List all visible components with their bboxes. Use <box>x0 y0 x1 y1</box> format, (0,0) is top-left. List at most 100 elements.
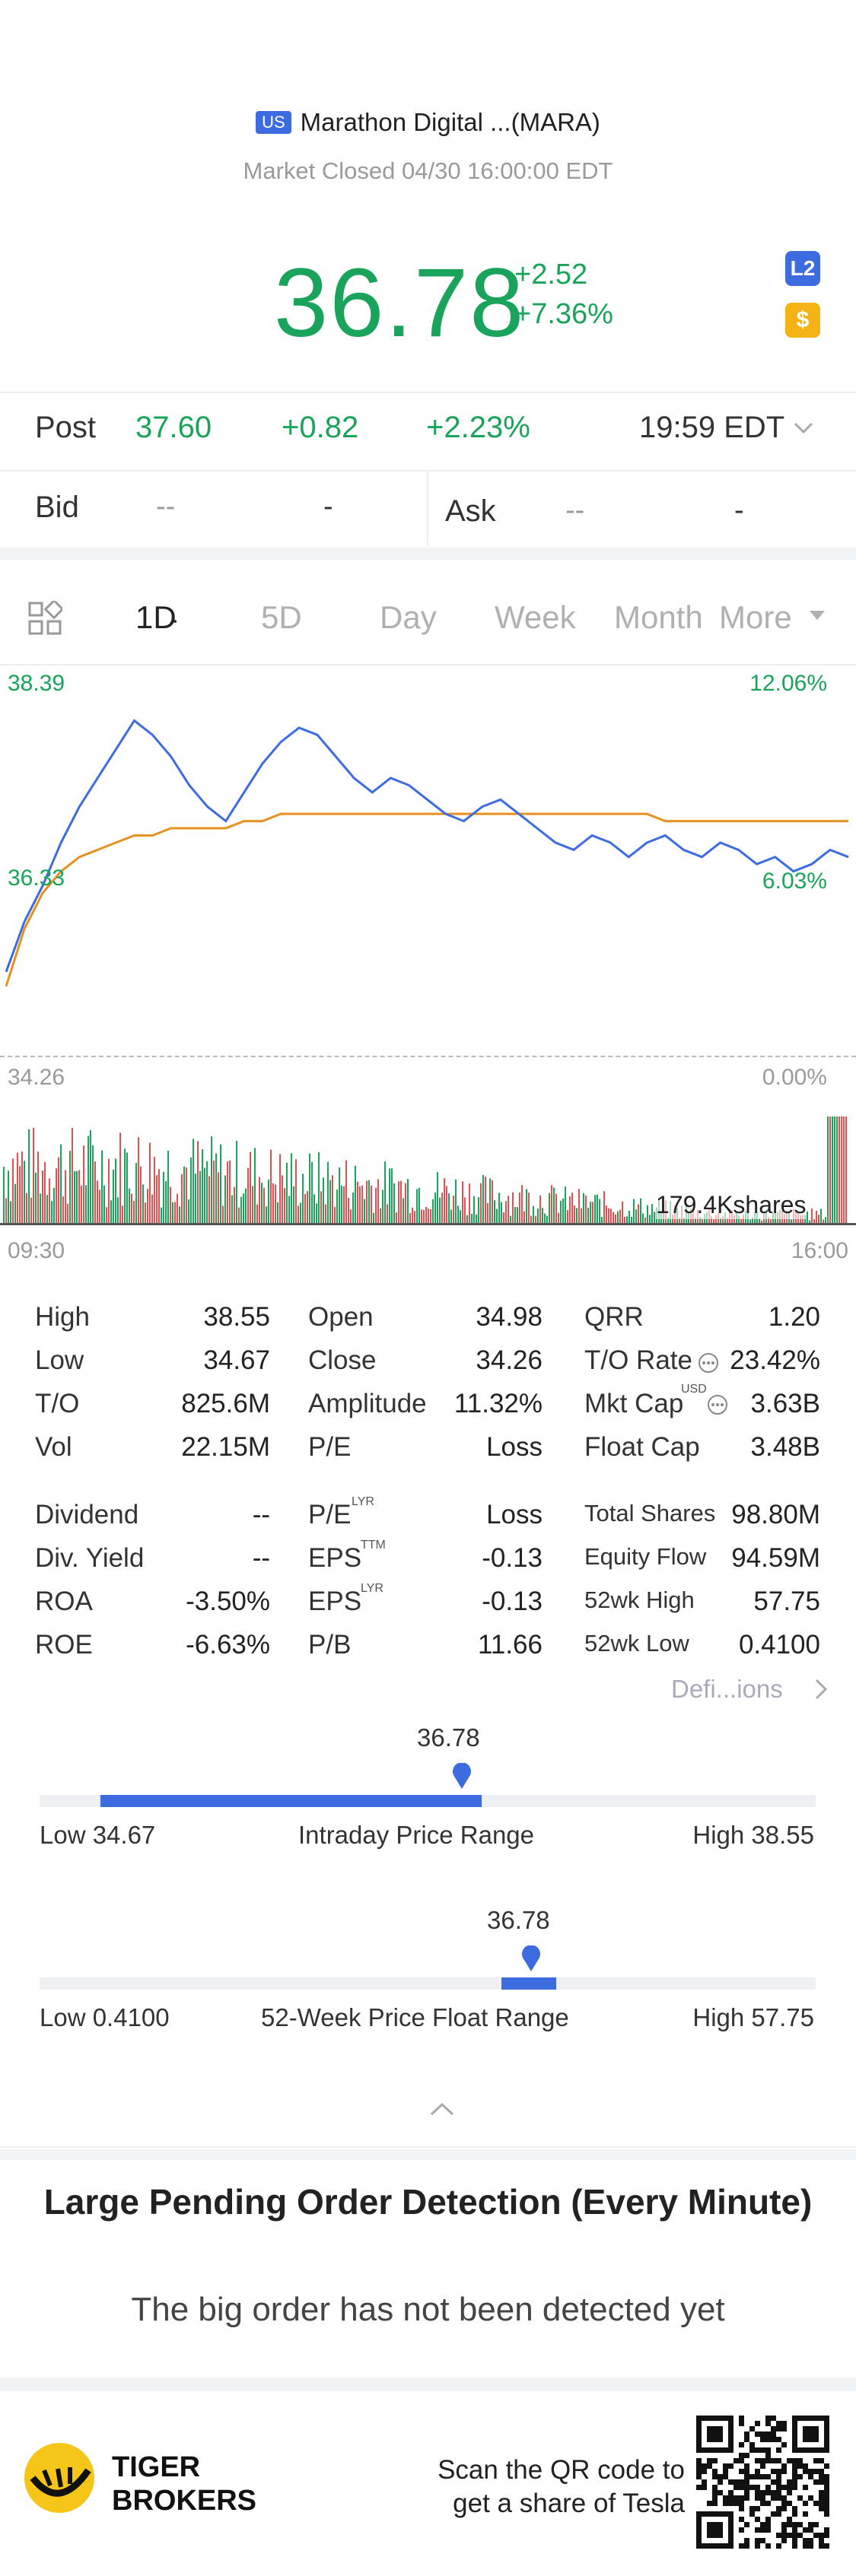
week52-high: High 57.75 <box>692 2003 814 2031</box>
caret-down-icon[interactable] <box>810 611 825 621</box>
market-status: Market Closed 04/30 16:00:00 EDT <box>243 157 613 184</box>
scan-line2: get a share of Tesla <box>453 2489 685 2518</box>
volume-bar <box>53 1187 55 1223</box>
ask-size: - <box>734 494 744 526</box>
stat-value: -- <box>252 1543 270 1573</box>
volume-bar <box>498 1193 500 1223</box>
volume-bar <box>592 1202 593 1223</box>
volume-bar <box>348 1198 349 1223</box>
volume-bar <box>551 1185 552 1223</box>
volume-bar <box>26 1193 27 1223</box>
volume-bar <box>590 1202 591 1223</box>
volume-bar <box>10 1201 11 1223</box>
volume-bar <box>56 1168 57 1223</box>
stat-label: ROE <box>35 1630 93 1660</box>
volume-bar <box>836 1116 838 1223</box>
divider <box>427 472 428 546</box>
volume-bar <box>92 1145 94 1223</box>
stat-value: 11.32% <box>453 1389 543 1418</box>
volume-bar <box>382 1190 383 1223</box>
volume-bar <box>279 1154 281 1223</box>
volume-bar <box>213 1161 215 1223</box>
volume-bar <box>336 1190 338 1223</box>
week52-range-track <box>40 1977 816 1990</box>
volume-bar <box>208 1176 210 1223</box>
volume-bar <box>733 1215 735 1223</box>
post-time[interactable]: 19:59 EDT <box>639 411 785 444</box>
volume-bar <box>478 1196 479 1223</box>
ask-price: -- <box>565 494 585 526</box>
volume-bar <box>147 1189 148 1223</box>
volume-bar <box>69 1151 71 1223</box>
tab-more[interactable]: More <box>719 599 792 635</box>
volume-bar <box>295 1159 297 1223</box>
stat-label: QRR <box>584 1302 644 1332</box>
volume-bar <box>263 1187 265 1223</box>
volume-bar <box>603 1191 605 1223</box>
volume-bar <box>334 1206 336 1223</box>
volume-bar <box>131 1193 132 1223</box>
tab-5d[interactable]: 5D <box>261 599 302 635</box>
volume-bar <box>316 1203 317 1223</box>
intraday-title: Intraday Price Range <box>298 1821 535 1849</box>
volume-bar <box>62 1196 64 1223</box>
volume-bar <box>845 1116 847 1223</box>
volume-bar <box>309 1153 310 1223</box>
volume-bar <box>85 1185 87 1223</box>
chevron-up-icon[interactable] <box>428 2101 456 2117</box>
stat-value: 98.80M <box>731 1500 820 1529</box>
volume-bar <box>151 1194 153 1223</box>
volume-bar <box>103 1185 105 1223</box>
volume-bar <box>496 1209 498 1223</box>
ask-label: Ask <box>445 494 496 528</box>
volume-bar <box>190 1157 192 1223</box>
chevron-down-icon[interactable] <box>793 421 814 435</box>
stat-value: 38.55 <box>203 1302 270 1332</box>
volume-bar <box>197 1141 199 1223</box>
volume-bar <box>453 1196 454 1223</box>
tab-month[interactable]: Month <box>614 599 703 635</box>
definitions-link[interactable]: Defi...ions <box>671 1675 783 1703</box>
volume-bar <box>327 1161 329 1223</box>
volume-bar <box>644 1217 646 1223</box>
volume-bar <box>702 1218 703 1223</box>
intraday-high: High 38.55 <box>692 1821 814 1849</box>
volume-bar <box>181 1174 183 1223</box>
volume-bar <box>434 1192 436 1223</box>
volume-bar <box>530 1215 532 1223</box>
volume-bar <box>380 1208 381 1223</box>
volume-bar <box>231 1195 233 1223</box>
tab-week[interactable]: Week <box>495 599 576 635</box>
level2-icon[interactable]: L2 <box>785 251 820 286</box>
intraday-price-chart[interactable] <box>0 669 856 1065</box>
volume-chart[interactable] <box>0 1110 856 1224</box>
volume-bar <box>679 1218 680 1223</box>
volume-bar <box>597 1194 598 1223</box>
stat-value: 22.15M <box>181 1432 270 1462</box>
stat-value: 57.75 <box>753 1587 820 1616</box>
tab-day[interactable]: Day <box>380 599 437 635</box>
grid-layout-icon[interactable] <box>27 601 62 636</box>
volume-bar <box>282 1175 283 1223</box>
volume-bar <box>583 1193 584 1223</box>
volume-bar <box>277 1202 278 1223</box>
chevron-right-icon[interactable] <box>814 1678 828 1701</box>
volume-bar <box>510 1215 511 1223</box>
info-icon[interactable] <box>706 1393 729 1416</box>
stat-value: -3.50% <box>186 1587 270 1616</box>
volume-bar <box>487 1202 488 1223</box>
volume-bar <box>188 1199 189 1223</box>
volume-bar <box>464 1197 466 1223</box>
volume-bar <box>211 1136 212 1223</box>
qr-code[interactable] <box>696 2416 833 2552</box>
volume-label: 179.4Kshares <box>656 1191 807 1219</box>
tab-1d[interactable]: 1D <box>135 599 177 635</box>
volume-bar <box>298 1205 299 1223</box>
stat-value: 0.4100 <box>738 1630 820 1660</box>
info-icon[interactable] <box>697 1352 720 1374</box>
volume-bar <box>720 1218 721 1223</box>
volume-bar <box>508 1196 509 1223</box>
dollar-icon[interactable]: $ <box>785 303 820 338</box>
volume-bar <box>457 1205 459 1223</box>
volume-bar <box>183 1166 185 1223</box>
